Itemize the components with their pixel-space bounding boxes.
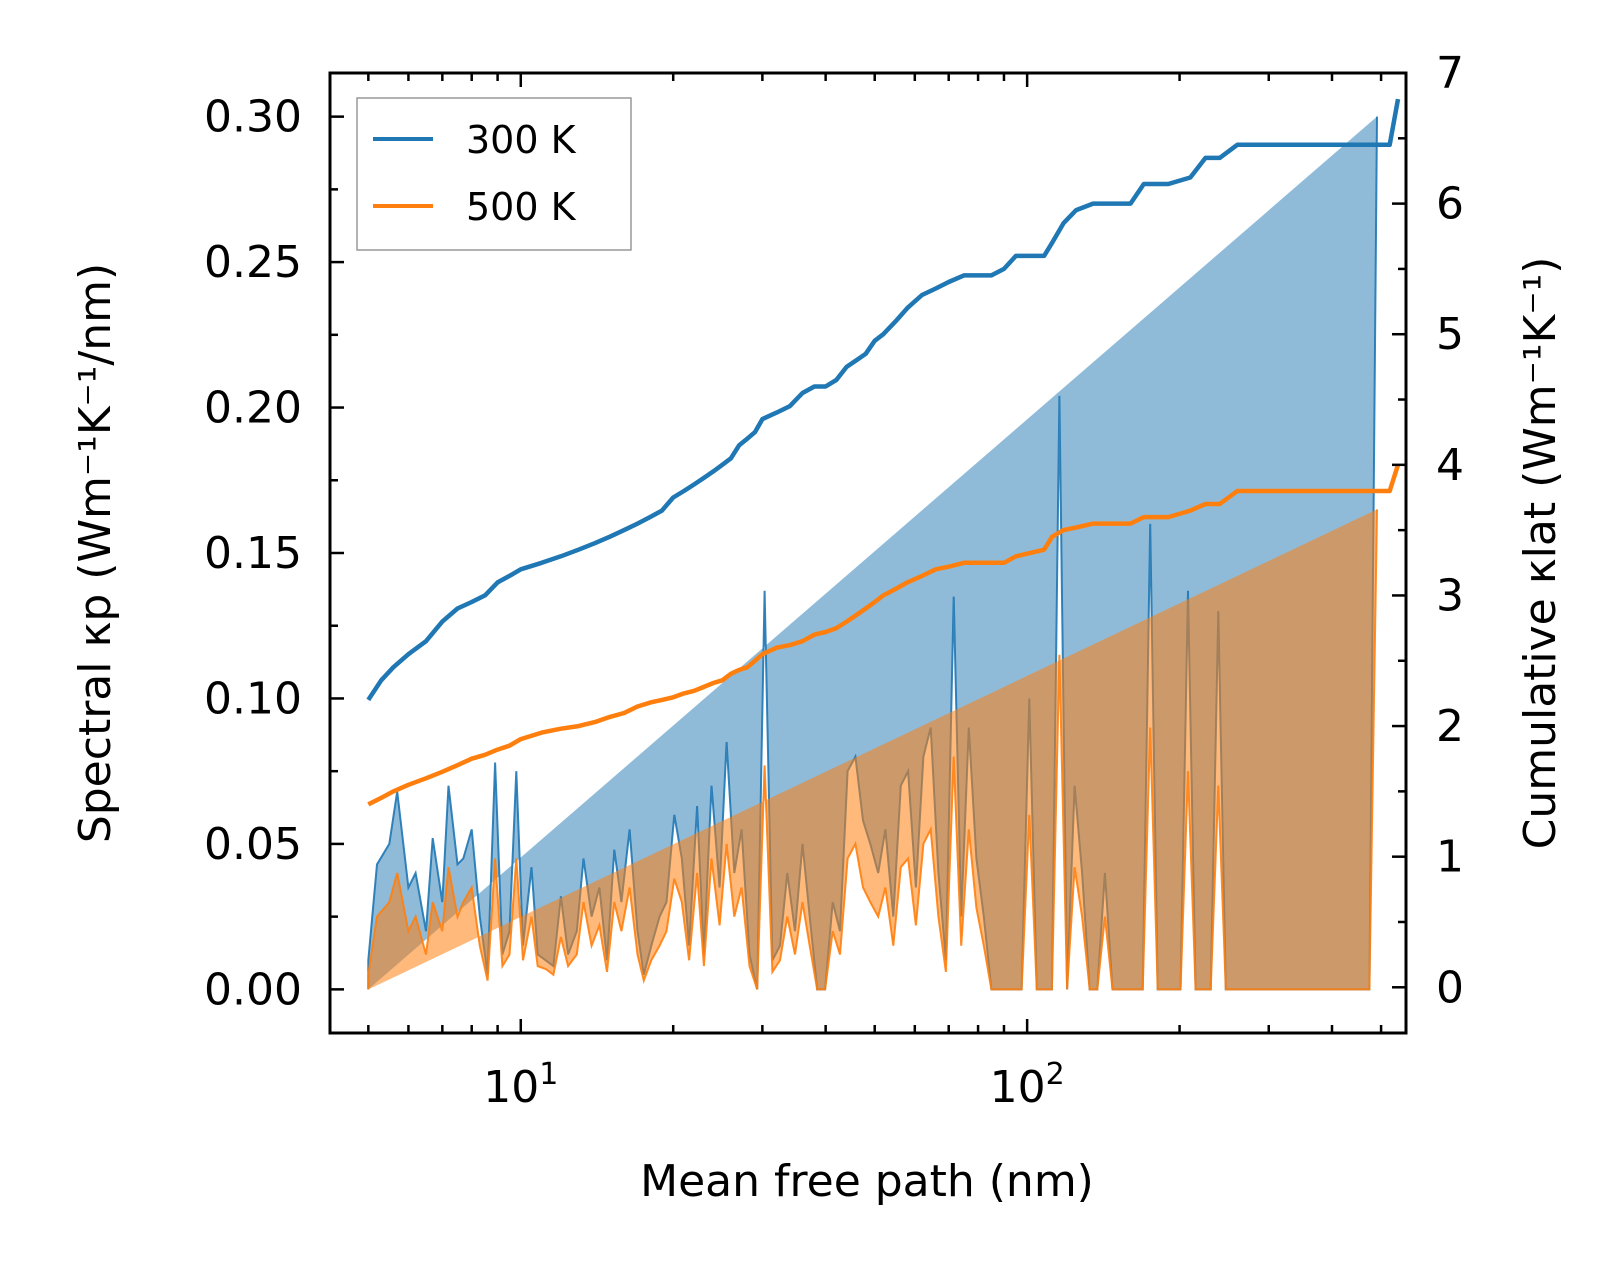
axis-ticks [330,71,1406,1033]
y-axis-label-right: Cumulative κlat (Wm⁻¹K⁻¹) [1515,257,1566,850]
y-tick-label-right: 3 [1436,570,1464,621]
x-tick-label: 101 [483,1057,558,1113]
y-tick-label-left: 0.10 [204,673,302,724]
legend-label-300k: 300 K [466,118,577,162]
legend-label-500k: 500 K [466,185,577,229]
cumulative-line-500k [367,464,1401,807]
y-tick-label-right: 5 [1436,309,1464,360]
y-tick-label-left: 0.15 [204,528,302,579]
x-tick-label: 102 [990,1057,1065,1113]
cumulative-line-300k [366,98,1401,702]
y-tick-label-right: 4 [1436,440,1464,491]
x-axis-label: Mean free path (nm) [640,1156,1094,1207]
y-axis-label-left: Spectral κp (Wm⁻¹K⁻¹/nm) [70,263,121,843]
tick-labels: 101 102 0.00 0.05 0.10 0.15 0.20 0.25 0.30 0 1 2 3 4 5… [204,48,1464,1113]
y-tick-label-left: 0.30 [204,92,302,143]
y-tick-label-left: 0.05 [204,819,302,870]
y-tick-label-right: 7 [1436,48,1464,99]
y-tick-label-left: 0.25 [204,237,302,288]
y-tick-label-left: 0.20 [204,383,302,434]
spectral-area-500k [367,509,1378,991]
y-tick-label-left: 0.00 [204,964,302,1015]
y-tick-label-right: 1 [1436,832,1464,883]
spectral-fills [367,116,1378,991]
legend-box [356,97,632,251]
y-tick-label-right: 0 [1436,962,1464,1013]
cumulative-lines [366,98,1401,807]
legend: 300 K 500 K [356,97,632,251]
y-tick-label-right: 2 [1436,701,1464,752]
y-tick-label-right: 6 [1436,179,1464,230]
